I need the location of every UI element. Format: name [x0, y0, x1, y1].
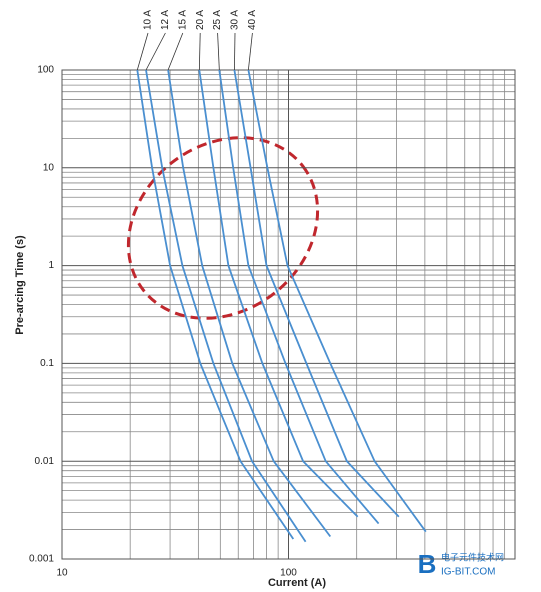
label-leader — [198, 32, 201, 71]
series-label: 30 A — [230, 10, 241, 30]
label-leader — [247, 32, 253, 71]
series-line — [136, 69, 295, 540]
label-leader — [167, 32, 184, 71]
x-tick-label: 100 — [280, 568, 297, 579]
label-leader — [145, 32, 166, 71]
label-leader — [136, 32, 149, 71]
series-label: 10 A — [143, 10, 154, 30]
series-line — [233, 69, 400, 518]
watermark-name: 电子元件技术网 — [441, 551, 504, 562]
series-label: 20 A — [195, 10, 206, 30]
y-axis-label: Pre-arcing Time (s) — [14, 235, 26, 335]
x-tick-label: 10 — [56, 568, 68, 579]
label-leader — [234, 32, 236, 71]
label-leader — [217, 32, 220, 71]
series-line — [218, 69, 380, 525]
y-tick-label: 10 — [43, 162, 55, 173]
watermark-logo: B — [418, 549, 437, 579]
highlight-ellipse — [126, 136, 320, 320]
y-tick-label: 1 — [48, 260, 54, 271]
series-line — [167, 69, 332, 538]
series-line — [145, 69, 307, 543]
y-tick-label: 0.1 — [40, 358, 54, 369]
series-label: 25 A — [212, 10, 223, 30]
series-line — [247, 69, 427, 533]
series-label: 40 A — [247, 10, 258, 30]
series-line — [198, 69, 359, 518]
series-label: 12 A — [160, 10, 171, 30]
y-tick-label: 0.01 — [35, 456, 55, 467]
watermark-site: IG-BIT.COM — [441, 567, 495, 578]
x-axis-label: Current (A) — [268, 577, 326, 589]
series-label: 15 A — [177, 10, 188, 30]
y-tick-label: 0.001 — [29, 554, 54, 565]
y-tick-label: 100 — [37, 65, 54, 76]
